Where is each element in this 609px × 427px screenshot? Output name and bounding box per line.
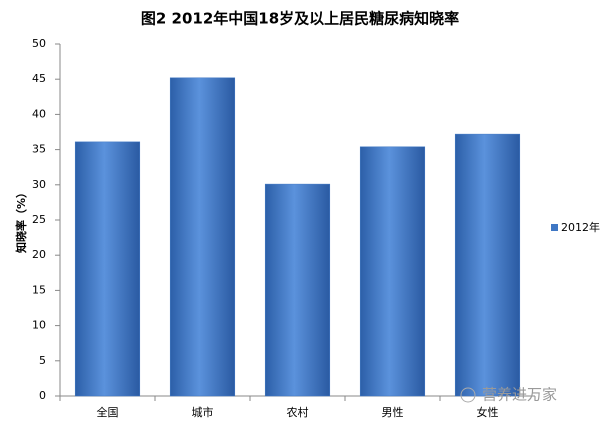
y-tick-label: 15 — [32, 283, 46, 296]
bar — [264, 183, 331, 397]
y-tick-label: 20 — [32, 248, 46, 261]
bar — [169, 77, 236, 397]
x-tick-label: 全国 — [97, 405, 119, 419]
chart-title: 图2 2012年中国18岁及以上居民糖尿病知晓率 — [141, 10, 459, 28]
y-tick-label: 35 — [32, 143, 46, 156]
y-tick-label: 45 — [32, 72, 46, 85]
legend-swatch — [551, 224, 558, 231]
bar — [74, 141, 141, 397]
x-tick-label: 男性 — [382, 405, 404, 419]
watermark-icon — [460, 387, 476, 403]
x-tick-label: 女性 — [477, 405, 499, 419]
y-tick-label: 40 — [32, 107, 46, 120]
y-tick-label: 5 — [39, 354, 46, 367]
y-axis-label: 知晓率（%） — [14, 187, 28, 254]
y-tick-label: 50 — [32, 37, 46, 50]
bar — [454, 133, 521, 397]
y-tick-label: 0 — [39, 389, 46, 402]
x-tick-label: 城市 — [192, 405, 214, 419]
x-tick-label: 农村 — [287, 405, 309, 419]
watermark: 营养进万家 — [482, 386, 557, 404]
y-tick-label: 30 — [32, 178, 46, 191]
bar — [359, 146, 426, 397]
legend-label: 2012年 — [561, 220, 600, 234]
y-tick-label: 25 — [32, 213, 46, 226]
y-tick-label: 10 — [32, 319, 46, 332]
